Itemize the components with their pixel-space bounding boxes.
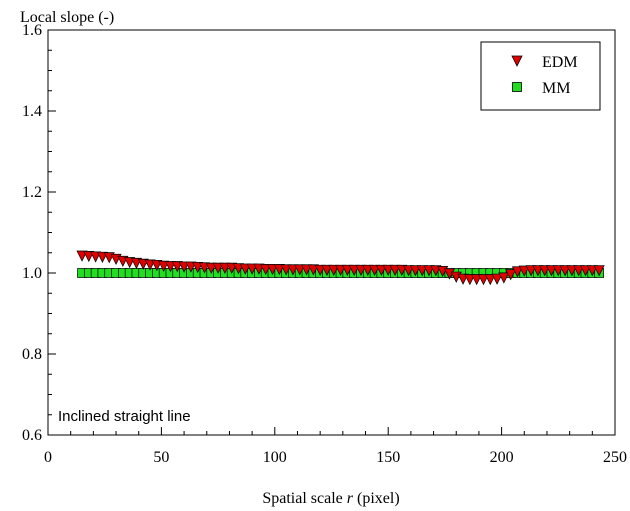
y-tick-label: 1.2: [22, 184, 42, 201]
edm-point: [294, 264, 306, 276]
y-tick-label: 0.8: [22, 346, 42, 363]
edm-point: [300, 264, 313, 276]
edm-point: [212, 262, 224, 274]
edm-point: [559, 265, 571, 277]
edm-point: [409, 265, 421, 277]
edm-point: [355, 264, 367, 276]
edm-point: [246, 263, 258, 275]
axis-ticks: 0 50 100 150 200 250 0.6 0.8 1.0 1.2 1.4 1.6: [22, 22, 627, 466]
edm-point: [328, 264, 340, 276]
edm-point: [280, 264, 292, 276]
edm-point: [219, 262, 231, 274]
edm-point: [573, 265, 585, 277]
edm-point: [566, 265, 578, 277]
legend-label-mm: MM: [542, 80, 570, 97]
y-tick-label: 1.0: [22, 265, 42, 282]
edm-point: [545, 265, 558, 277]
annotation-label: Inclined straight line: [58, 408, 191, 425]
edm-point: [239, 263, 251, 275]
edm-point: [477, 274, 490, 286]
edm-point: [205, 262, 217, 274]
y-tick-label: 1.4: [22, 103, 42, 120]
edm-point: [552, 265, 564, 277]
edm-point: [491, 273, 503, 285]
edm-point: [260, 264, 272, 276]
plot-frame: [47, 29, 616, 436]
edm-point: [511, 266, 524, 278]
edm-point: [164, 261, 177, 273]
x-tick-label: 150: [376, 449, 400, 466]
edm-point: [403, 265, 415, 277]
data-markers: [76, 250, 605, 286]
edm-point: [348, 264, 360, 276]
edm-point: [464, 274, 476, 286]
edm-point: [518, 265, 530, 277]
edm-point: [532, 265, 544, 277]
edm-point: [586, 265, 598, 277]
x-axis-title-variable: r: [347, 490, 354, 507]
edm-point: [321, 264, 333, 276]
x-tick-label: 100: [263, 449, 287, 466]
edm-point: [178, 261, 190, 273]
x-tick-label: 250: [603, 449, 627, 466]
x-axis-title: Spatial scale r (pixel): [262, 490, 399, 507]
edm-point: [389, 264, 401, 276]
edm-point: [341, 264, 353, 276]
edm-point: [539, 265, 551, 277]
edm-point: [471, 274, 483, 286]
edm-point: [505, 269, 517, 281]
edm-point: [498, 272, 510, 284]
legend-label-edm: EDM: [542, 54, 578, 71]
edm-point: [362, 264, 374, 276]
edm-point: [579, 265, 592, 277]
edm-point: [525, 265, 537, 277]
legend-box: [480, 41, 601, 111]
x-tick-label: 200: [490, 449, 514, 466]
legend: EDM MM: [480, 41, 601, 111]
legend-marker-edm: [511, 55, 523, 67]
edm-point: [416, 265, 428, 277]
y-tick-label: 0.6: [22, 427, 42, 444]
x-tick-label: 0: [44, 449, 52, 466]
x-axis-title-suffix: (pixel): [353, 490, 400, 507]
edm-point: [335, 264, 347, 276]
edm-point: [382, 264, 394, 276]
edm-point: [484, 274, 496, 286]
edm-point: [423, 265, 435, 277]
x-tick-label: 50: [153, 449, 169, 466]
edm-point: [375, 264, 387, 276]
edm-point: [266, 264, 279, 276]
y-axis-title: Local slope (-): [20, 9, 114, 26]
legend-marker-mm: [512, 82, 522, 92]
edm-point: [287, 264, 299, 276]
edm-point: [593, 265, 605, 277]
x-axis-title-prefix: Spatial scale: [262, 490, 346, 507]
edm-point: [314, 264, 326, 276]
edm-point: [369, 264, 381, 276]
y-tick-label: 1.6: [22, 22, 42, 39]
